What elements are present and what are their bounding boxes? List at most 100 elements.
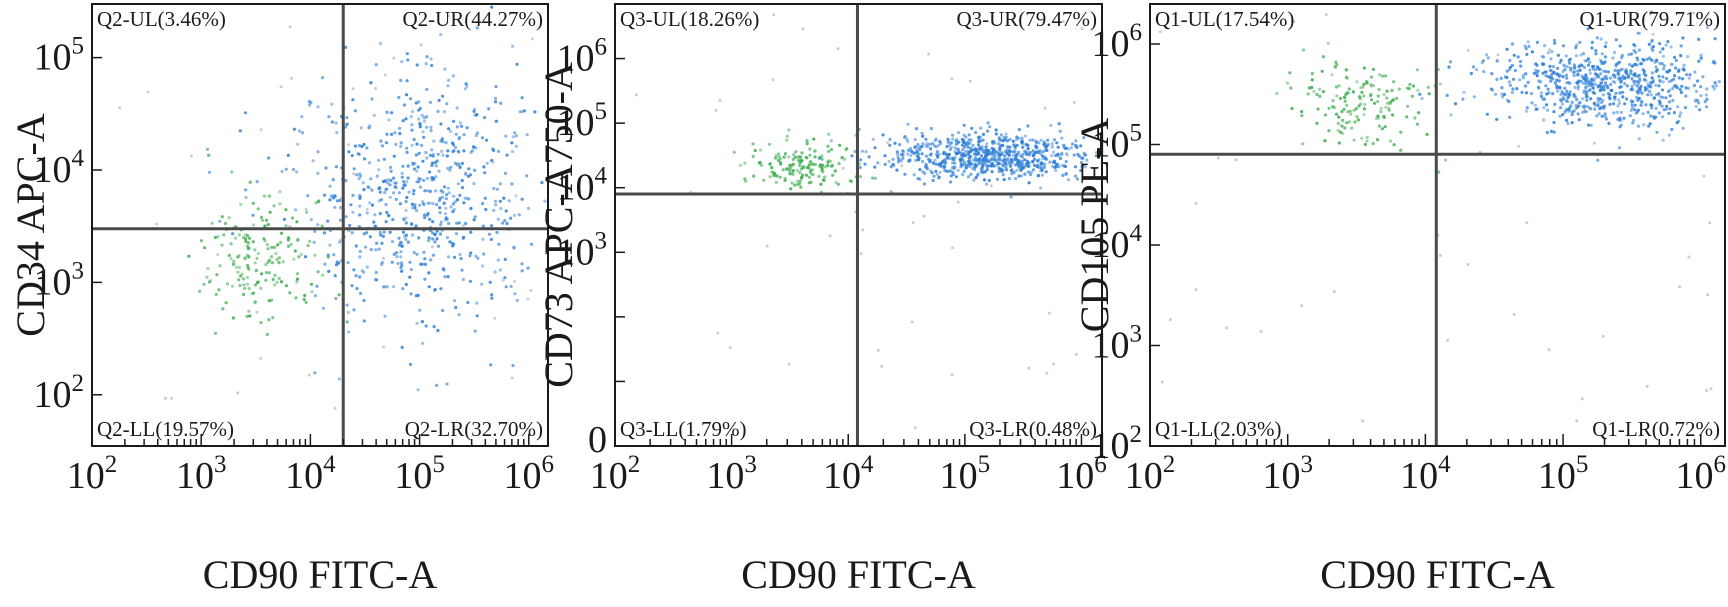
debris-dot — [950, 77, 954, 81]
event-dot — [1667, 100, 1672, 104]
event-dot — [1426, 85, 1430, 89]
event-dot — [404, 237, 408, 241]
event-dot — [1061, 173, 1065, 177]
event-dot — [304, 300, 308, 304]
event-dot — [458, 121, 462, 125]
event-dot — [389, 178, 393, 183]
event-dot — [775, 174, 779, 178]
event-dot — [1636, 124, 1641, 128]
event-dot — [245, 276, 250, 280]
event-dot — [1343, 95, 1347, 99]
debris-dot — [461, 224, 465, 228]
event-dot — [1054, 165, 1058, 169]
event-dot — [858, 175, 863, 179]
event-dot — [1655, 58, 1659, 62]
event-dot — [1353, 120, 1357, 124]
event-dot — [1650, 103, 1654, 107]
event-dot — [1561, 113, 1565, 117]
event-dot — [417, 151, 421, 155]
event-dot — [338, 218, 343, 222]
debris-dot — [209, 278, 213, 282]
event-dot — [540, 181, 544, 185]
y-axis-title: CD105 PE-A — [1072, 118, 1117, 333]
event-dot — [808, 147, 812, 151]
event-dot — [1521, 76, 1525, 80]
event-dot — [362, 298, 366, 303]
event-dot — [935, 150, 940, 154]
event-dot — [441, 153, 445, 157]
event-dot — [445, 102, 449, 106]
event-dot — [966, 175, 971, 179]
x-tick-label: 103 — [176, 451, 227, 497]
event-dot — [337, 261, 341, 265]
event-dot — [412, 137, 416, 142]
event-dot — [504, 285, 508, 289]
event-dot — [1558, 73, 1562, 77]
event-dot — [382, 230, 386, 234]
event-dot — [1340, 124, 1344, 128]
event-dot — [1344, 75, 1348, 79]
event-dot — [1597, 67, 1601, 71]
debris-dot — [1361, 419, 1365, 423]
event-dot — [1567, 109, 1571, 113]
debris-dot — [772, 13, 776, 17]
event-dot — [1377, 124, 1381, 128]
event-dot — [503, 218, 507, 223]
x-tick-label: 106 — [1676, 451, 1727, 497]
event-dot — [1617, 98, 1621, 102]
event-dot — [1643, 88, 1647, 92]
event-dot — [1420, 97, 1424, 101]
event-dot — [931, 142, 935, 146]
event-dot — [980, 159, 984, 163]
event-dot — [783, 178, 787, 182]
event-dot — [1524, 91, 1529, 95]
event-dot — [924, 154, 929, 158]
event-dot — [1335, 63, 1339, 67]
debris-dot — [369, 187, 373, 191]
event-dot — [1512, 53, 1516, 57]
event-dot — [271, 316, 275, 320]
event-dot — [1713, 81, 1717, 85]
event-dot — [322, 231, 327, 235]
event-dot — [1079, 161, 1084, 165]
event-dot — [1623, 76, 1627, 80]
event-dot — [369, 177, 373, 181]
event-dot — [1698, 108, 1702, 112]
event-dot — [421, 159, 425, 163]
event-dot — [463, 87, 467, 91]
event-dot — [438, 232, 442, 236]
event-dot — [234, 265, 238, 269]
event-dot — [1603, 112, 1607, 116]
event-dot — [244, 239, 248, 243]
event-dot — [947, 143, 952, 147]
event-dot — [423, 257, 427, 261]
event-dot — [1392, 143, 1396, 147]
event-dot — [1408, 82, 1412, 87]
event-dot — [1040, 161, 1044, 165]
event-dot — [1495, 117, 1499, 121]
event-dot — [998, 147, 1002, 151]
event-dot — [1563, 86, 1567, 90]
event-dot — [1289, 86, 1293, 90]
event-dot — [330, 120, 334, 124]
event-dot — [415, 252, 419, 256]
debris-dot — [1389, 89, 1393, 93]
event-dot — [392, 154, 396, 158]
event-dot — [445, 154, 449, 158]
event-dot — [365, 231, 369, 235]
event-dot — [1338, 96, 1343, 101]
event-dot — [1508, 58, 1512, 63]
event-dot — [842, 157, 847, 161]
event-dot — [327, 269, 331, 273]
event-dot — [418, 308, 422, 312]
event-dot — [1332, 105, 1336, 110]
event-dot — [380, 241, 384, 245]
event-dot — [1572, 63, 1576, 67]
event-dot — [346, 310, 350, 314]
event-dot — [398, 126, 402, 130]
event-dot — [1665, 104, 1669, 108]
event-dot — [1054, 162, 1059, 166]
event-dot — [292, 127, 296, 131]
event-dot — [1682, 63, 1686, 67]
debris-dot — [836, 47, 840, 51]
